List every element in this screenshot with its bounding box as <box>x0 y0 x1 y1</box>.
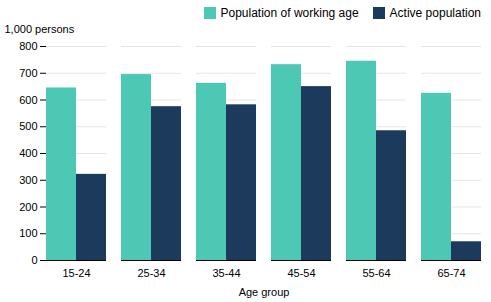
svg-text:500: 500 <box>19 120 37 132</box>
svg-text:0: 0 <box>31 254 37 266</box>
svg-text:65-74: 65-74 <box>437 267 465 279</box>
svg-text:1,000 persons: 1,000 persons <box>5 23 75 35</box>
svg-text:25-34: 25-34 <box>137 267 165 279</box>
svg-text:35-44: 35-44 <box>212 267 240 279</box>
html-text:Active population: Active population <box>389 6 481 20</box>
svg-text:15-24: 15-24 <box>62 267 90 279</box>
html-text:Population of working age: Population of working age <box>220 6 359 20</box>
svg-text:400: 400 <box>19 147 37 159</box>
svg-text:800: 800 <box>19 40 37 52</box>
svg-text:45-54: 45-54 <box>287 267 315 279</box>
svg-text:100: 100 <box>19 227 37 239</box>
svg-text:200: 200 <box>19 201 37 213</box>
svg-text:300: 300 <box>19 174 37 186</box>
svg-text:55-64: 55-64 <box>362 267 390 279</box>
svg-text:700: 700 <box>19 67 37 79</box>
svg-text:Age group: Age group <box>239 286 290 298</box>
svg-text:600: 600 <box>19 94 37 106</box>
